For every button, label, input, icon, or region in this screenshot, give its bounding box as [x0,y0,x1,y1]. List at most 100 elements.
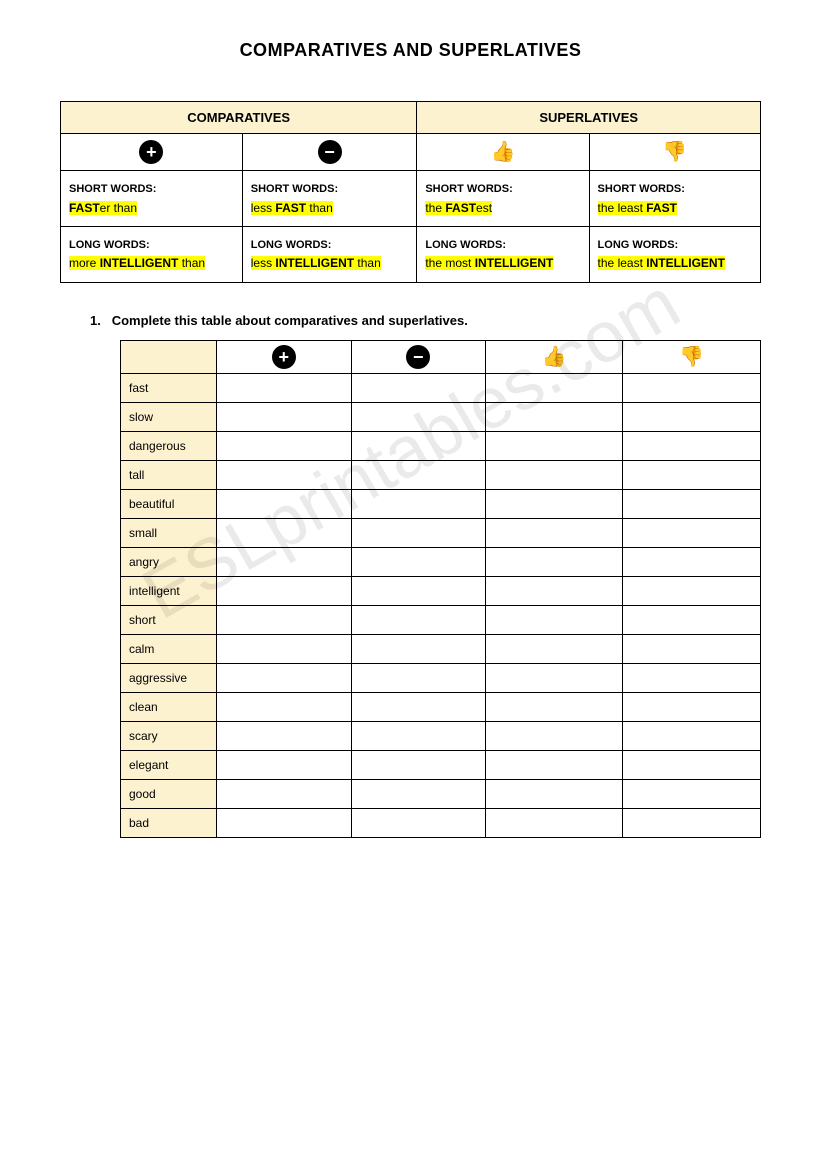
answer-cell[interactable] [351,634,486,663]
answer-cell[interactable] [351,808,486,837]
answer-cell[interactable] [351,663,486,692]
header-superlatives: SUPERLATIVES [417,102,761,134]
answer-cell[interactable] [623,431,761,460]
answer-cell[interactable] [486,779,623,808]
exercise-row: small [121,518,761,547]
ref-cell: LONG WORDS:the least INTELLIGENT [589,226,760,282]
answer-cell[interactable] [351,576,486,605]
example-text: less INTELLIGENT than [251,256,381,270]
thumbs-down-icon: 👎 [679,346,704,368]
ref-icon-cell: + [61,134,243,171]
answer-cell[interactable] [623,489,761,518]
answer-cell[interactable] [486,808,623,837]
answer-cell[interactable] [623,576,761,605]
answer-cell[interactable] [351,431,486,460]
ref-icon-cell: − [242,134,417,171]
answer-cell[interactable] [486,634,623,663]
answer-cell[interactable] [351,373,486,402]
word-cell: calm [121,634,217,663]
answer-cell[interactable] [623,721,761,750]
answer-cell[interactable] [486,750,623,779]
answer-cell[interactable] [623,460,761,489]
answer-cell[interactable] [623,750,761,779]
answer-cell[interactable] [486,373,623,402]
exercise-row: aggressive [121,663,761,692]
answer-cell[interactable] [217,460,352,489]
answer-cell[interactable] [217,605,352,634]
answer-cell[interactable] [623,547,761,576]
answer-cell[interactable] [486,576,623,605]
ref-icon-cell: 👎 [589,134,760,171]
answer-cell[interactable] [623,808,761,837]
answer-cell[interactable] [217,663,352,692]
exercise-table: +−👍👎 fastslowdangeroustallbeautifulsmall… [120,340,761,838]
answer-cell[interactable] [217,634,352,663]
plus-icon: + [139,140,163,164]
word-type-label: SHORT WORDS: [425,183,512,195]
answer-cell[interactable] [623,634,761,663]
word-cell: intelligent [121,576,217,605]
example-text: more INTELLIGENT than [69,256,205,270]
answer-cell[interactable] [486,605,623,634]
answer-cell[interactable] [351,721,486,750]
answer-cell[interactable] [217,489,352,518]
answer-cell[interactable] [217,576,352,605]
word-cell: elegant [121,750,217,779]
answer-cell[interactable] [217,518,352,547]
thumbs-up-icon: 👍 [490,141,515,163]
answer-cell[interactable] [486,721,623,750]
answer-cell[interactable] [623,605,761,634]
word-cell: fast [121,373,217,402]
answer-cell[interactable] [217,373,352,402]
answer-cell[interactable] [623,663,761,692]
answer-cell[interactable] [351,518,486,547]
ref-cell: LONG WORDS:more INTELLIGENT than [61,226,243,282]
minus-icon: − [318,140,342,164]
answer-cell[interactable] [351,692,486,721]
answer-cell[interactable] [217,721,352,750]
answer-cell[interactable] [623,373,761,402]
exercise-row: tall [121,460,761,489]
word-cell: dangerous [121,431,217,460]
answer-cell[interactable] [351,489,486,518]
answer-cell[interactable] [486,518,623,547]
answer-cell[interactable] [623,779,761,808]
exercise-row: scary [121,721,761,750]
answer-cell[interactable] [486,489,623,518]
example-text: FASTer than [69,201,137,215]
answer-cell[interactable] [217,431,352,460]
ref-cell: SHORT WORDS:FASTer than [61,171,243,227]
answer-cell[interactable] [623,518,761,547]
word-cell: short [121,605,217,634]
answer-cell[interactable] [351,460,486,489]
answer-cell[interactable] [486,431,623,460]
answer-cell[interactable] [217,779,352,808]
answer-cell[interactable] [217,402,352,431]
answer-cell[interactable] [217,808,352,837]
exercise-row: bad [121,808,761,837]
ref-cell: SHORT WORDS:the FASTest [417,171,589,227]
answer-cell[interactable] [351,750,486,779]
answer-cell[interactable] [217,692,352,721]
word-cell: good [121,779,217,808]
answer-cell[interactable] [351,402,486,431]
answer-cell[interactable] [217,750,352,779]
answer-cell[interactable] [623,402,761,431]
answer-cell[interactable] [351,779,486,808]
answer-cell[interactable] [486,547,623,576]
word-cell: bad [121,808,217,837]
word-type-label: LONG WORDS: [251,239,332,251]
exercise-row: calm [121,634,761,663]
word-cell: scary [121,721,217,750]
answer-cell[interactable] [217,547,352,576]
exercise-row: elegant [121,750,761,779]
answer-cell[interactable] [486,402,623,431]
example-text: the least INTELLIGENT [598,256,725,270]
instruction-number: 1. [90,313,101,328]
answer-cell[interactable] [486,692,623,721]
answer-cell[interactable] [623,692,761,721]
answer-cell[interactable] [486,663,623,692]
answer-cell[interactable] [351,605,486,634]
answer-cell[interactable] [486,460,623,489]
answer-cell[interactable] [351,547,486,576]
